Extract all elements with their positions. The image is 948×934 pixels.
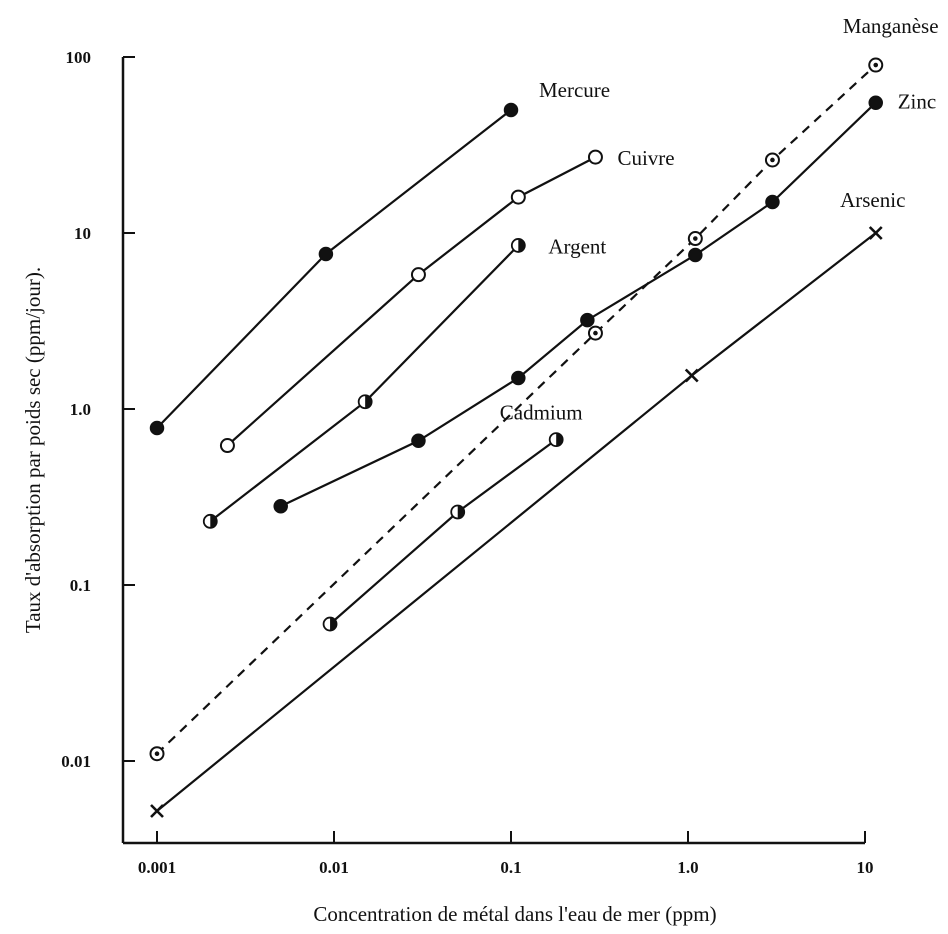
- point-zinc: [580, 312, 595, 328]
- point-zinc: [868, 95, 883, 110]
- series-line-cuivre: [226, 156, 597, 447]
- series-label-cuivre: Cuivre: [617, 146, 674, 170]
- y-tick-label: 100: [66, 48, 92, 67]
- point-mercure: [503, 102, 519, 118]
- series-line-manganese: [156, 64, 877, 755]
- series-label-arsenic: Arsenic: [840, 188, 905, 212]
- point-cadmium-fill: [457, 505, 465, 519]
- y-axis-title: Taux d'absorption par poids sec (ppm/jou…: [21, 267, 45, 633]
- x-tick-label: 0.01: [319, 858, 349, 877]
- point-zinc: [273, 499, 288, 514]
- point-cuivre: [410, 267, 426, 283]
- point-cuivre: [219, 438, 235, 454]
- point-zinc: [765, 194, 780, 210]
- axis-ticks: 0.001 0.01 0.1 1.0 10 0.01 0.1 1.0 10 100: [61, 48, 873, 877]
- point-cuivre: [587, 149, 603, 165]
- y-tick-label: 0.1: [70, 576, 91, 595]
- series-line-argent: [209, 244, 520, 523]
- x-tick-label: 0.001: [138, 858, 176, 877]
- series-label-zinc: Zinc: [898, 90, 936, 114]
- series-line-mercure: [156, 109, 512, 429]
- point-manganese-dot: [873, 62, 879, 68]
- y-tick-label: 10: [74, 224, 91, 243]
- series-label-mercure: Mercure: [539, 78, 610, 102]
- point-cadmium-fill: [556, 433, 563, 447]
- point-manganese-dot: [593, 330, 598, 336]
- x-tick-label: 1.0: [677, 858, 698, 877]
- point-manganese-dot: [770, 157, 775, 163]
- point-cadmium-fill: [330, 617, 337, 631]
- point-arsenic: [684, 368, 699, 383]
- point-cuivre: [510, 189, 526, 205]
- series-line-zinc: [280, 101, 877, 508]
- point-zinc: [511, 370, 526, 386]
- point-manganese-dot: [154, 751, 160, 757]
- series-label-cadmium: Cadmium: [500, 401, 583, 425]
- point-mercure: [318, 246, 334, 262]
- series-line-arsenic: [156, 232, 877, 812]
- y-tick-label: 1.0: [70, 400, 91, 419]
- series-labels: Mercure Cuivre Argent Zinc Manganèse Cadmium A…: [500, 14, 939, 425]
- point-mercure: [149, 420, 165, 436]
- series-markers: [149, 57, 884, 818]
- point-argent-fill: [518, 238, 525, 252]
- y-tick-label: 0.01: [61, 752, 91, 771]
- point-manganese-dot: [693, 236, 698, 241]
- series-label-argent: Argent: [548, 234, 606, 258]
- x-tick-label: 0.1: [500, 858, 521, 877]
- point-zinc: [411, 433, 426, 449]
- point-arsenic: [868, 226, 883, 240]
- point-arsenic: [150, 804, 164, 818]
- axes: [121, 57, 865, 845]
- series-lines: [156, 64, 877, 812]
- series-label-manganese: Manganèse: [843, 14, 939, 38]
- x-axis-title: Concentration de métal dans l'eau de mer…: [313, 902, 716, 926]
- point-zinc: [688, 247, 703, 263]
- point-argent-fill: [210, 514, 217, 528]
- x-tick-label: 10: [857, 858, 874, 877]
- point-argent-fill: [365, 395, 372, 409]
